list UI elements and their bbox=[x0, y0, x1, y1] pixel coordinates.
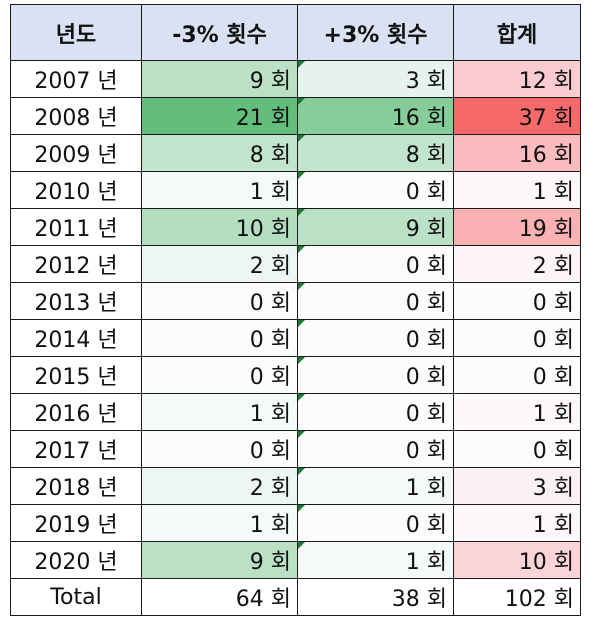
grand-total-cell[interactable]: 102 회 bbox=[453, 578, 581, 616]
total-count-cell[interactable]: 1 회 bbox=[453, 504, 581, 542]
minus-count-cell[interactable]: 1 회 bbox=[141, 393, 298, 431]
plus-count-cell[interactable]: 0 회 bbox=[297, 171, 454, 209]
year-cell[interactable]: 2019 년 bbox=[10, 504, 142, 542]
total-count-cell[interactable]: 1 회 bbox=[453, 393, 581, 431]
year-cell[interactable]: 2015 년 bbox=[10, 356, 142, 394]
minus-count-cell[interactable]: 8 회 bbox=[141, 134, 298, 172]
year-cell[interactable]: 2008 년 bbox=[10, 97, 142, 135]
plus-count-cell[interactable]: 0 회 bbox=[297, 430, 454, 468]
year-cell[interactable]: 2009 년 bbox=[10, 134, 142, 172]
total-minus-cell[interactable]: 64 회 bbox=[141, 578, 298, 616]
total-count-cell[interactable]: 37 회 bbox=[453, 97, 581, 135]
plus-count-cell[interactable]: 0 회 bbox=[297, 504, 454, 542]
header-total[interactable]: 합계 bbox=[453, 4, 581, 61]
minus-count-cell[interactable]: 0 회 bbox=[141, 430, 298, 468]
year-cell[interactable]: 2007 년 bbox=[10, 60, 142, 98]
plus-count-cell[interactable]: 0 회 bbox=[297, 282, 454, 320]
year-cell[interactable]: 2014 년 bbox=[10, 319, 142, 357]
plus-count-cell[interactable]: 1 회 bbox=[297, 467, 454, 505]
plus-count-cell[interactable]: 8 회 bbox=[297, 134, 454, 172]
total-plus-cell[interactable]: 38 회 bbox=[297, 578, 454, 616]
plus-count-cell[interactable]: 1 회 bbox=[297, 541, 454, 579]
total-count-cell[interactable]: 10 회 bbox=[453, 541, 581, 579]
table-row: 2008 년 21 회 16 회 37 회 bbox=[10, 97, 581, 135]
minus-count-cell[interactable]: 2 회 bbox=[141, 467, 298, 505]
minus-count-cell[interactable]: 0 회 bbox=[141, 282, 298, 320]
minus-count-cell[interactable]: 21 회 bbox=[141, 97, 298, 135]
plus-count-cell[interactable]: 0 회 bbox=[297, 245, 454, 283]
year-cell[interactable]: 2010 년 bbox=[10, 171, 142, 209]
minus-count-cell[interactable]: 9 회 bbox=[141, 60, 298, 98]
year-cell[interactable]: 2017 년 bbox=[10, 430, 142, 468]
plus-count-cell[interactable]: 0 회 bbox=[297, 319, 454, 357]
total-count-cell[interactable]: 12 회 bbox=[453, 60, 581, 98]
plus-count-cell[interactable]: 9 회 bbox=[297, 208, 454, 246]
year-cell[interactable]: 2013 년 bbox=[10, 282, 142, 320]
total-count-cell[interactable]: 0 회 bbox=[453, 282, 581, 320]
plus-count-cell[interactable]: 0 회 bbox=[297, 393, 454, 431]
total-count-cell[interactable]: 0 회 bbox=[453, 319, 581, 357]
year-cell[interactable]: 2011 년 bbox=[10, 208, 142, 246]
total-count-cell[interactable]: 2 회 bbox=[453, 245, 581, 283]
year-cell[interactable]: 2018 년 bbox=[10, 467, 142, 505]
minus-count-cell[interactable]: 0 회 bbox=[141, 356, 298, 394]
minus-count-cell[interactable]: 0 회 bbox=[141, 319, 298, 357]
total-count-cell[interactable]: 0 회 bbox=[453, 430, 581, 468]
plus-count-cell[interactable]: 16 회 bbox=[297, 97, 454, 135]
minus-count-cell[interactable]: 1 회 bbox=[141, 171, 298, 209]
header-plus-3-count[interactable]: +3% 횟수 bbox=[297, 4, 454, 61]
total-row: Total 64 회 38 회 102 회 bbox=[10, 578, 581, 616]
minus-count-cell[interactable]: 2 회 bbox=[141, 245, 298, 283]
year-cell[interactable]: 2016 년 bbox=[10, 393, 142, 431]
total-count-cell[interactable]: 1 회 bbox=[453, 171, 581, 209]
header-row: 년도 -3% 횟수 +3% 횟수 합계 bbox=[10, 4, 581, 61]
header-year[interactable]: 년도 bbox=[10, 4, 142, 61]
plus-count-cell[interactable]: 3 회 bbox=[297, 60, 454, 98]
total-count-cell[interactable]: 3 회 bbox=[453, 467, 581, 505]
minus-count-cell[interactable]: 1 회 bbox=[141, 504, 298, 542]
minus-count-cell[interactable]: 10 회 bbox=[141, 208, 298, 246]
total-count-cell[interactable]: 0 회 bbox=[453, 356, 581, 394]
minus-count-cell[interactable]: 9 회 bbox=[141, 541, 298, 579]
header-minus-3-count[interactable]: -3% 횟수 bbox=[141, 4, 298, 61]
plus-count-cell[interactable]: 0 회 bbox=[297, 356, 454, 394]
total-count-cell[interactable]: 19 회 bbox=[453, 208, 581, 246]
total-count-cell[interactable]: 16 회 bbox=[453, 134, 581, 172]
year-cell[interactable]: 2012 년 bbox=[10, 245, 142, 283]
year-cell[interactable]: 2020 년 bbox=[10, 541, 142, 579]
total-label-cell[interactable]: Total bbox=[10, 578, 142, 616]
